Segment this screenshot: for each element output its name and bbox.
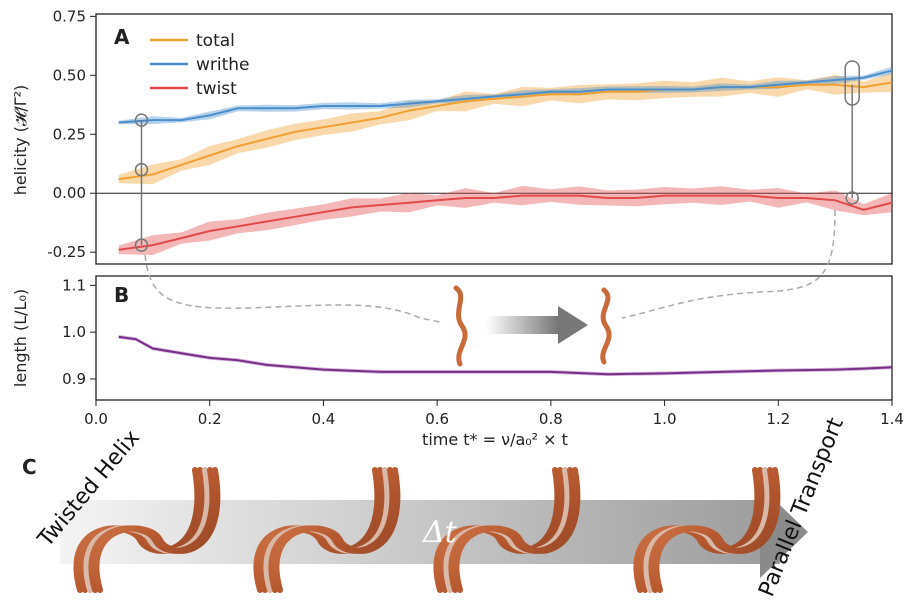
legend-label-total: total (196, 31, 235, 51)
ytick-label: 0.9 (62, 370, 86, 388)
line-writhe (118, 69, 893, 124)
xtick-label: 0.6 (425, 410, 449, 428)
ytick-label: 0.75 (53, 7, 86, 25)
line-twist (118, 194, 893, 251)
helix-icon (73, 467, 221, 593)
marker-early (134, 238, 149, 252)
legend-label-twist: twist (196, 79, 237, 99)
panel-b-frame (95, 275, 893, 401)
panel-a-frame (95, 13, 893, 265)
ytick-label: 1.0 (62, 323, 86, 341)
marker-early (134, 162, 149, 177)
panel-label-c: C (22, 455, 37, 479)
line-total (118, 81, 893, 181)
marker-early (134, 113, 149, 127)
panel-b-yticks: 1.1 1.0 0.9 (62, 276, 96, 388)
xtick-label: 1.0 (653, 410, 677, 428)
ytick-label: 0.00 (53, 184, 86, 202)
panel-label-b: B (114, 283, 129, 307)
helix-icon (253, 467, 401, 593)
xtick-label: 0.0 (84, 410, 108, 428)
ytick-label: 0.50 (53, 66, 86, 84)
helix-icon (633, 467, 781, 593)
xtick-label: 1.2 (766, 410, 790, 428)
marker-late (845, 191, 859, 205)
legend-label-writhe: writhe (196, 55, 250, 75)
xtick-label: 0.2 (198, 410, 222, 428)
inset-rope-right-icon (600, 287, 612, 365)
ytick-label: 1.1 (62, 276, 86, 294)
xtick-label: 0.4 (311, 410, 335, 428)
panel-a-markers (134, 60, 860, 252)
line-length (118, 335, 893, 376)
helix-group (73, 467, 781, 593)
x-ticks: 0.0 0.2 0.4 0.6 0.8 1.0 1.2 1.4 (84, 400, 904, 428)
marker-late-capsule (844, 60, 860, 106)
inset-arrow (486, 306, 588, 344)
panel-a-yticks: 0.75 0.50 0.25 0.00 -0.25 (47, 7, 96, 261)
dashed-connector-right (621, 209, 836, 319)
panel-label-a: A (114, 25, 130, 49)
helix-icon (433, 467, 581, 593)
delta-t-label: Δt (422, 515, 458, 550)
ytick-label: 0.25 (53, 125, 86, 143)
inset-rope-left-icon (453, 285, 468, 367)
y-axis-label-helicity: helicity (𝓗/Γ²) (11, 85, 30, 196)
ytick-label: -0.25 (47, 243, 86, 261)
panel-a-lines (118, 69, 893, 251)
panel-b-lines (118, 334, 893, 377)
legend: total writhe twist (150, 31, 250, 99)
band-twist (118, 185, 892, 255)
dashed-connector-left (144, 254, 441, 323)
xtick-label: 1.4 (880, 410, 904, 428)
xtick-label: 0.8 (539, 410, 563, 428)
x-axis-label: time t* = ν/a₀² × t (422, 430, 568, 449)
y-axis-label-length: length (L/L₀) (11, 289, 30, 387)
